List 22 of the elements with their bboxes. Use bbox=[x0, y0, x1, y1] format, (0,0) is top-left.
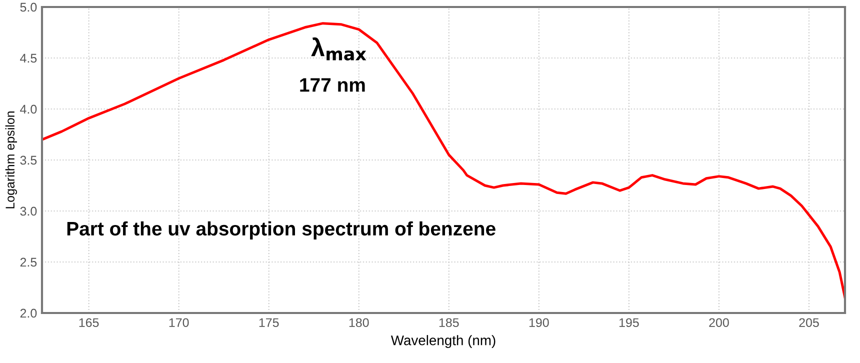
y-tick-label: 3.0 bbox=[20, 206, 37, 216]
x-tick-label: 185 bbox=[439, 318, 459, 328]
y-tick-label: 2.0 bbox=[20, 308, 37, 318]
y-axis-title: Logarithm epsilon bbox=[5, 111, 17, 208]
annotation: 177 nm bbox=[300, 78, 365, 92]
x-tick-label: 190 bbox=[529, 318, 549, 328]
x-axis-title: Wavelength (nm) bbox=[390, 335, 496, 348]
annotation: Part of the uv absorption spectrum of benzene bbox=[67, 221, 496, 240]
y-tick-label: 4.5 bbox=[20, 54, 37, 63]
y-tick-label: 4.0 bbox=[20, 104, 37, 114]
y-tick-label: 3.5 bbox=[20, 156, 37, 165]
y-tick-label: 5.0 bbox=[20, 2, 37, 12]
line-series bbox=[42, 22, 845, 299]
x-tick-label: 200 bbox=[709, 318, 729, 328]
x-tick-label: 195 bbox=[619, 318, 639, 328]
x-tick-label: 175 bbox=[259, 318, 279, 328]
x-tick-label: 170 bbox=[169, 318, 189, 328]
x-tick-label: 205 bbox=[799, 318, 819, 328]
y-tick-label: 2.5 bbox=[20, 258, 37, 267]
x-tick-label: 165 bbox=[79, 318, 99, 328]
annotation: λ$_{max}$ bbox=[311, 37, 366, 61]
x-tick-label: 180 bbox=[349, 318, 369, 328]
